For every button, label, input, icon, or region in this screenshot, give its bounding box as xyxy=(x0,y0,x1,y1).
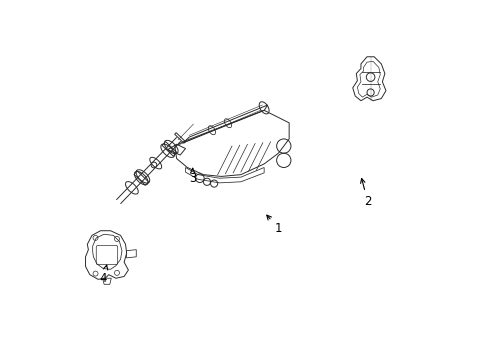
Text: 2: 2 xyxy=(360,179,371,208)
Text: 1: 1 xyxy=(266,215,282,235)
Text: 3: 3 xyxy=(189,168,196,185)
Text: 4: 4 xyxy=(100,265,107,285)
